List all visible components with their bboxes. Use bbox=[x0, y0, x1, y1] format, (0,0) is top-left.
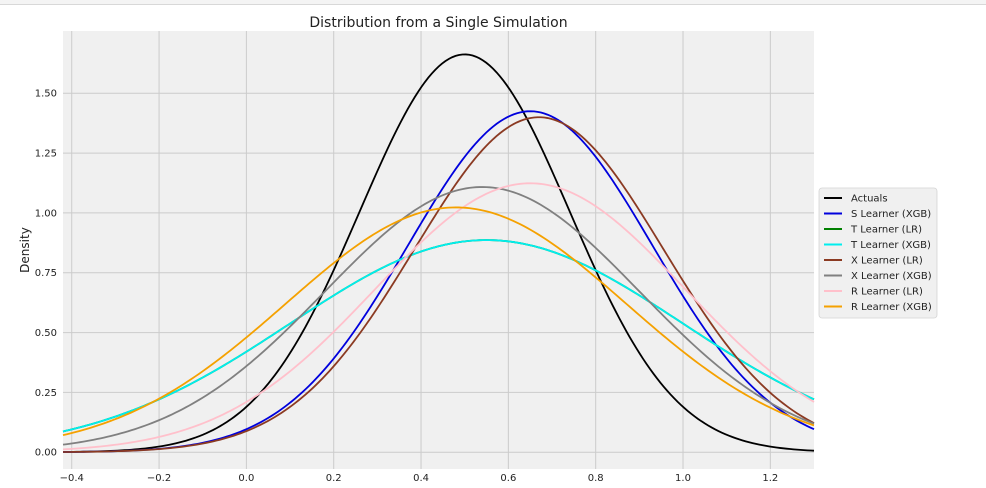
legend: Actuals S Learner (XGB) T Learner (LR) T Le… bbox=[818, 187, 938, 319]
plot-area bbox=[63, 31, 814, 469]
legend-entry: R Learner (XGB) bbox=[851, 302, 932, 313]
x-tick-label: 1.2 bbox=[762, 473, 778, 484]
legend-entry: R Learner (LR) bbox=[851, 287, 923, 298]
series-line-actuals bbox=[62, 53, 815, 453]
y-tick-label: 0.25 bbox=[35, 388, 57, 399]
legend-entry: X Learner (LR) bbox=[851, 256, 923, 267]
y-tick-label: 0.50 bbox=[35, 328, 57, 339]
legend-entry: T Learner (XGB) bbox=[850, 240, 931, 251]
x-tick-label: 0.8 bbox=[588, 473, 604, 484]
series-line-r-learner-lr bbox=[62, 182, 815, 451]
legend-entry: Actuals bbox=[851, 194, 888, 205]
x-tick-label: 0.2 bbox=[326, 473, 342, 484]
density-curves bbox=[62, 53, 815, 453]
y-tick-label: 0.75 bbox=[35, 268, 57, 279]
legend-box bbox=[818, 187, 938, 319]
chart-title: Distribution from a Single Simulation bbox=[309, 15, 567, 31]
series-line-x-learner-lr bbox=[62, 116, 815, 453]
y-tick-label: 1.25 bbox=[35, 149, 57, 160]
series-line-x-learner-xgb bbox=[62, 186, 815, 446]
x-tick-label: 0.0 bbox=[238, 473, 254, 484]
window-top-border bbox=[0, 0, 986, 5]
legend-entry: X Learner (XGB) bbox=[851, 271, 932, 282]
x-tick-label: 1.0 bbox=[675, 473, 691, 484]
legend-entry: S Learner (XGB) bbox=[851, 209, 931, 220]
grid-lines bbox=[63, 31, 814, 469]
y-tick-label: 0.00 bbox=[35, 448, 57, 459]
y-axis-label: Density bbox=[18, 227, 32, 273]
legend-entry: T Learner (LR) bbox=[850, 225, 922, 236]
series-line-r-learner-xgb bbox=[62, 206, 815, 437]
y-axis-ticks: 0.00 0.25 0.50 0.75 1.00 1.25 1.50 bbox=[35, 89, 57, 459]
series-line-t-learner-xgb bbox=[62, 239, 815, 433]
y-tick-label: 1.00 bbox=[35, 208, 57, 219]
x-tick-label: 0.6 bbox=[500, 473, 516, 484]
x-tick-label: 0.4 bbox=[413, 473, 429, 484]
y-tick-label: 1.50 bbox=[35, 89, 57, 100]
x-tick-label: −0.2 bbox=[147, 473, 171, 484]
x-axis-ticks: −0.4 −0.2 0.0 0.2 0.4 0.6 0.8 1.0 1.2 bbox=[60, 473, 779, 484]
x-tick-label: −0.4 bbox=[60, 473, 84, 484]
